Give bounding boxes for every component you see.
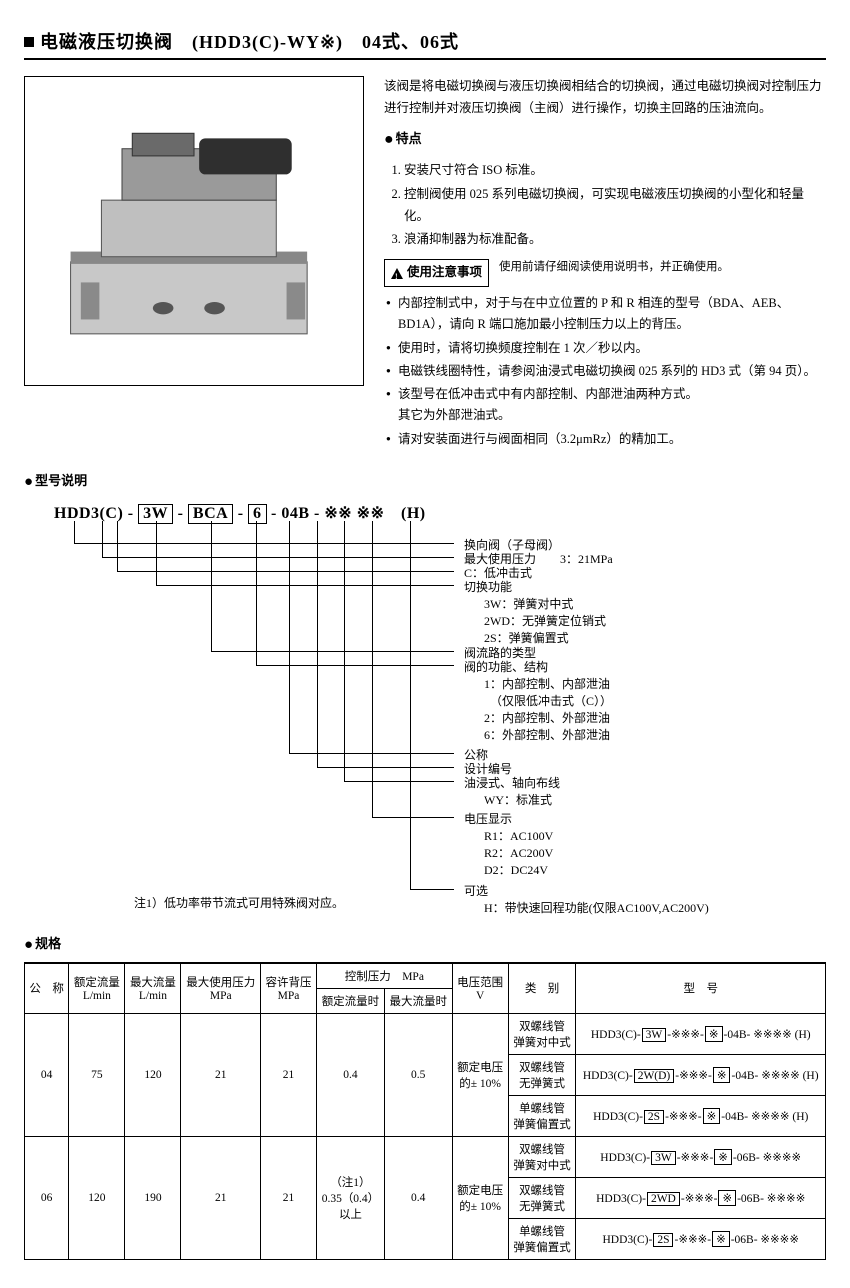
spec-section-heading: ●规格 xyxy=(24,933,826,954)
td: 190 xyxy=(125,1136,181,1259)
td: 75 xyxy=(69,1013,125,1136)
td: 120 xyxy=(69,1136,125,1259)
note-item: 使用时，请将切换频度控制在 1 次／秒以内。 xyxy=(398,338,826,359)
th: 额定流量时 xyxy=(317,988,385,1013)
td: 单螺线管 弹簧偏置式 xyxy=(508,1218,576,1259)
td: 06 xyxy=(25,1136,69,1259)
th: 最大流量 L/min xyxy=(125,963,181,1014)
th: 电压范围 V xyxy=(452,963,508,1014)
td: 额定电压 的± 10% xyxy=(452,1136,508,1259)
td: 0.4 xyxy=(384,1136,452,1259)
td: 双螺线管 弹簧对中式 xyxy=(508,1136,576,1177)
td: 04 xyxy=(25,1013,69,1136)
td: 额定电压 的± 10% xyxy=(452,1013,508,1136)
md-label: 阀的功能、结构 xyxy=(464,658,548,677)
caution-badge: 使用注意事项 xyxy=(384,259,489,287)
feature-item: 安装尺寸符合 ISO 标准。 xyxy=(404,160,826,182)
md-label: WY：标准式 xyxy=(484,791,552,810)
th: 额定流量 L/min xyxy=(69,963,125,1014)
md-label: 油浸式、轴向布线 xyxy=(464,774,560,793)
md-label: D2：DC24V xyxy=(484,861,548,880)
td: 双螺线管 无弹簧式 xyxy=(508,1177,576,1218)
th: 最大使用压力 MPa xyxy=(181,963,261,1014)
td-model: HDD3(C)-2S-※※※-※-06B- ※※※※ xyxy=(576,1218,826,1259)
td-model: HDD3(C)-2WD-※※※-※-06B- ※※※※ xyxy=(576,1177,826,1218)
md-label: H：带快速回程功能(仅限AC100V,AC200V) xyxy=(484,899,709,918)
th: 控制压力 MPa xyxy=(317,963,453,989)
note-item: 该型号在低冲击式中有内部控制、内部泄油两种方式。 其它为外部泄油式。 xyxy=(398,384,826,427)
th: 类 别 xyxy=(508,963,576,1014)
model-note-1: 注1）低功率带节流式可用特殊阀对应。 xyxy=(134,894,344,911)
valve-illustration xyxy=(35,87,353,375)
md-label: （仅限低冲击式（C）） xyxy=(484,692,612,711)
td: 双螺线管 弹簧对中式 xyxy=(508,1013,576,1054)
md-label: 2：内部控制、外部泄油 xyxy=(484,709,610,728)
note-item: 电磁铁线圈特性，请参阅油浸式电磁切换阀 025 系列的 HD3 式（第 94 页… xyxy=(398,361,826,382)
note-item: 内部控制式中，对于与在中立位置的 P 和 R 相连的型号（BDA、AEB、BD1… xyxy=(398,293,826,336)
top-section: 该阀是将电磁切换阀与液压切换阀相结合的切换阀，通过电磁切换阀对控制压力进行控制并… xyxy=(24,76,826,452)
md-label: 6：外部控制、外部泄油 xyxy=(484,726,610,745)
td: 120 xyxy=(125,1013,181,1136)
title-bar: 电磁液压切换阀 (HDD3(C)-WY※) 04式、06式 xyxy=(24,28,826,60)
model-section-heading: ●型号说明 xyxy=(24,470,826,491)
caution-notes: 内部控制式中，对于与在中立位置的 P 和 R 相连的型号（BDA、AEB、BD1… xyxy=(384,293,826,450)
td: 21 xyxy=(260,1136,316,1259)
feature-item: 控制阀使用 025 系列电磁切换阀，可实现电磁液压切换阀的小型化和轻量化。 xyxy=(404,184,826,228)
td: 21 xyxy=(260,1013,316,1136)
td: 21 xyxy=(181,1136,261,1259)
note-item: 请对安装面进行与阀面相同（3.2μmRz）的精加工。 xyxy=(398,429,826,450)
td-model: HDD3(C)-2S-※※※-※-04B- ※※※※ (H) xyxy=(576,1095,826,1136)
md-label: R2：AC200V xyxy=(484,844,553,863)
md-label: 切换功能 xyxy=(464,578,512,597)
caution-row: 使用注意事项 使用前请仔细阅读使用说明书，并正确使用。 xyxy=(384,259,826,287)
features-heading: ●特点 xyxy=(384,126,826,154)
features-list: 安装尺寸符合 ISO 标准。 控制阀使用 025 系列电磁切换阀，可实现电磁液压… xyxy=(384,160,826,252)
spec-table: 公 称 额定流量 L/min 最大流量 L/min 最大使用压力 MPa 容许背… xyxy=(24,962,826,1260)
td: 0.4 xyxy=(317,1013,385,1136)
th: 公 称 xyxy=(25,963,69,1014)
td-model: HDD3(C)-3W-※※※-※-06B- ※※※※ xyxy=(576,1136,826,1177)
product-photo xyxy=(24,76,364,386)
th: 容许背压 MPa xyxy=(260,963,316,1014)
model-code-diagram: HDD3(C) - 3W - BCA - 6 - 04B - ※※ ※※ (H)… xyxy=(24,499,826,919)
td-model: HDD3(C)-2W(D)-※※※-※-04B- ※※※※ (H) xyxy=(576,1054,826,1095)
th: 型 号 xyxy=(576,963,826,1014)
td-model: HDD3(C)-3W-※※※-※-04B- ※※※※ (H) xyxy=(576,1013,826,1054)
th: 最大流量时 xyxy=(384,988,452,1013)
td: 单螺线管 弹簧偏置式 xyxy=(508,1095,576,1136)
td: 21 xyxy=(181,1013,261,1136)
md-label: 可选 xyxy=(464,882,488,901)
md-label: 1：内部控制、内部泄油 xyxy=(484,675,610,694)
td: （注1） 0.35（0.4） 以上 xyxy=(317,1136,385,1259)
model-code-string: HDD3(C) - 3W - BCA - 6 - 04B - ※※ ※※ (H) xyxy=(54,499,426,524)
md-label: 2WD：无弹簧定位销式 xyxy=(484,612,606,631)
md-label: R1：AC100V xyxy=(484,827,553,846)
description-column: 该阀是将电磁切换阀与液压切换阀相结合的切换阀，通过电磁切换阀对控制压力进行控制并… xyxy=(384,76,826,452)
feature-item: 浪涌抑制器为标准配备。 xyxy=(404,229,826,251)
intro-text: 该阀是将电磁切换阀与液压切换阀相结合的切换阀，通过电磁切换阀对控制压力进行控制并… xyxy=(384,76,826,120)
td: 双螺线管 无弹簧式 xyxy=(508,1054,576,1095)
md-label: 电压显示 xyxy=(464,810,512,829)
page-title: 电磁液压切换阀 (HDD3(C)-WY※) 04式、06式 xyxy=(24,28,826,54)
caution-subtext: 使用前请仔细阅读使用说明书，并正确使用。 xyxy=(499,259,729,275)
td: 0.5 xyxy=(384,1013,452,1136)
md-label: 3W：弹簧对中式 xyxy=(484,595,573,614)
